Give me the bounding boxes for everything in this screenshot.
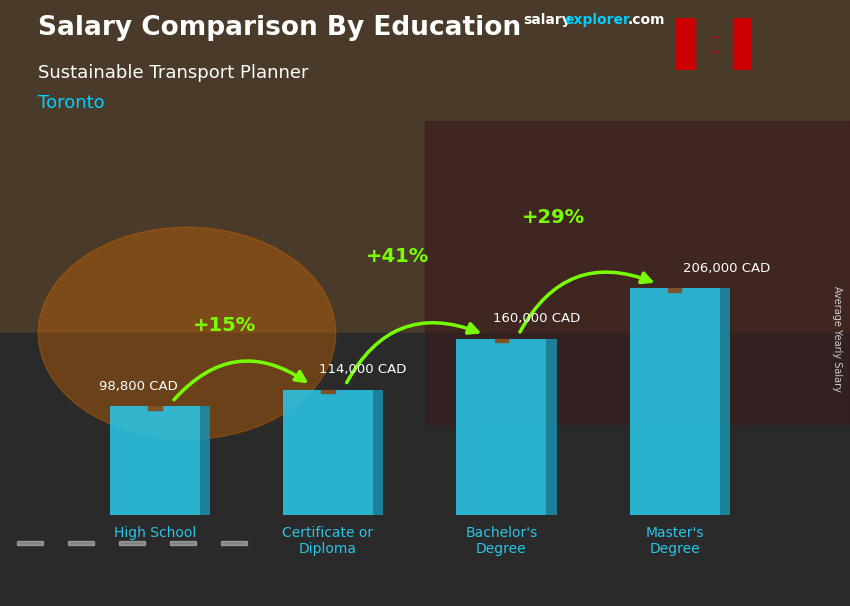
Text: Toronto: Toronto	[38, 94, 105, 112]
Polygon shape	[630, 288, 720, 515]
Polygon shape	[456, 339, 547, 515]
Bar	[425, 121, 850, 424]
Bar	[668, 288, 682, 291]
Bar	[68, 541, 94, 545]
Text: 206,000 CAD: 206,000 CAD	[683, 262, 770, 275]
Text: +15%: +15%	[192, 316, 256, 335]
Text: Sustainable Transport Planner: Sustainable Transport Planner	[38, 64, 309, 82]
Text: Salary Comparison By Education: Salary Comparison By Education	[38, 15, 521, 41]
Bar	[733, 18, 752, 70]
Bar	[119, 541, 144, 545]
Text: .com: .com	[627, 13, 665, 27]
Text: +29%: +29%	[522, 208, 585, 227]
Bar	[321, 390, 335, 393]
Text: explorer: explorer	[564, 13, 630, 27]
Polygon shape	[110, 407, 200, 515]
Bar	[0, 333, 850, 606]
Ellipse shape	[38, 227, 336, 439]
Bar	[148, 407, 162, 410]
Text: 98,800 CAD: 98,800 CAD	[99, 380, 178, 393]
Bar	[170, 541, 196, 545]
Polygon shape	[373, 390, 383, 515]
Polygon shape	[720, 288, 730, 515]
Text: 160,000 CAD: 160,000 CAD	[493, 312, 580, 325]
Text: 🍁: 🍁	[709, 36, 719, 54]
Bar	[495, 339, 508, 342]
Bar	[676, 18, 694, 70]
Bar	[0, 0, 850, 333]
Bar	[17, 541, 42, 545]
Polygon shape	[547, 339, 557, 515]
Text: +41%: +41%	[366, 247, 429, 267]
Text: Average Yearly Salary: Average Yearly Salary	[832, 287, 842, 392]
Bar	[221, 541, 246, 545]
Polygon shape	[200, 407, 210, 515]
Polygon shape	[283, 390, 373, 515]
Text: 114,000 CAD: 114,000 CAD	[320, 363, 407, 376]
Text: salary: salary	[523, 13, 570, 27]
